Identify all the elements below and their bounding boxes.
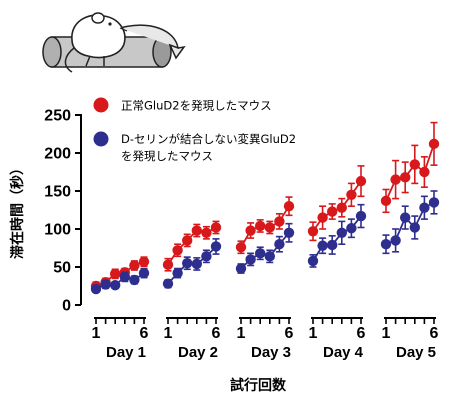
data-point — [100, 279, 111, 290]
data-point — [380, 195, 392, 207]
data-point — [317, 212, 328, 223]
data-point — [400, 172, 411, 183]
data-point — [327, 239, 338, 251]
data-point — [255, 248, 266, 259]
data-point — [307, 255, 319, 267]
x-tick-label: 1 — [164, 325, 173, 342]
day-label: Day 1 — [106, 344, 146, 361]
data-point — [255, 220, 266, 232]
day-label: Day 4 — [323, 344, 364, 361]
x-tick-label: 6 — [140, 325, 149, 342]
data-point — [419, 202, 430, 213]
y-tick-label: 50 — [53, 260, 71, 277]
y-tick-label: 200 — [44, 146, 71, 163]
data-point — [283, 227, 295, 238]
legend: 正常GluD2を発現したマウス D-セリンが結合しない変異GluD2 を発現した… — [93, 97, 300, 163]
x-tick-label: 6 — [285, 325, 294, 342]
x-tick-label: 6 — [212, 325, 221, 342]
data-point — [201, 251, 212, 262]
data-point — [274, 216, 285, 227]
data-point — [409, 222, 420, 233]
day-label: Day 2 — [178, 344, 218, 361]
data-point — [274, 239, 285, 250]
data-point — [119, 271, 130, 283]
data-point — [210, 241, 222, 252]
x-tick-label: 1 — [309, 325, 318, 342]
day-label: Day 5 — [396, 344, 436, 361]
data-point — [172, 245, 183, 256]
data-point — [346, 223, 357, 234]
y-tick-label: 250 — [44, 108, 71, 125]
data-point — [355, 175, 367, 187]
plot-area — [90, 121, 440, 295]
x-axis-title: 試行回数 — [230, 377, 287, 394]
data-point — [191, 225, 202, 236]
data-point — [317, 240, 328, 251]
data-point — [162, 278, 174, 289]
legend-item-mutant: D-セリンが結合しない変異GluD2 を発現したマウス — [93, 131, 300, 163]
data-point — [182, 258, 193, 269]
data-point — [110, 280, 121, 291]
data-point — [264, 222, 275, 233]
legend-marker-mutant — [93, 131, 109, 147]
y-axis: 0 50 100 150 200 250 — [44, 108, 82, 315]
x-tick-label: 6 — [357, 325, 366, 342]
data-point — [336, 227, 347, 238]
rotation-arrow — [119, 24, 186, 60]
data-point — [245, 225, 256, 236]
series-mutant — [90, 190, 440, 295]
data-point — [428, 138, 440, 150]
data-point — [182, 235, 193, 246]
data-point — [346, 189, 357, 200]
data-point — [191, 258, 202, 270]
data-point — [172, 267, 183, 279]
series-control — [90, 121, 440, 292]
y-tick-label: 150 — [44, 184, 71, 201]
data-point — [245, 254, 256, 265]
data-point — [400, 212, 411, 223]
data-point — [129, 274, 140, 286]
data-point — [162, 259, 174, 270]
mouse-rotarod-illustration — [42, 12, 186, 73]
day-label: Day 3 — [251, 344, 291, 361]
data-point — [138, 267, 150, 279]
y-axis-title: 滞在時間（秒） — [9, 161, 26, 259]
data-point — [336, 202, 347, 213]
data-point — [307, 226, 319, 237]
y-tick-label: 0 — [62, 298, 71, 315]
x-tick-label: 1 — [237, 325, 246, 342]
data-point — [235, 242, 247, 253]
x-tick-label: 6 — [430, 325, 439, 342]
data-point — [428, 197, 440, 208]
data-point — [110, 268, 121, 280]
mouse-figure — [64, 12, 128, 73]
data-point — [327, 206, 338, 217]
legend-item-control: 正常GluD2を発現したマウス — [93, 97, 272, 113]
legend-label-control: 正常GluD2を発現したマウス — [121, 99, 272, 113]
legend-label-mutant: D-セリンが結合しない変異GluD2 を発現したマウス — [121, 132, 300, 163]
data-point — [201, 227, 212, 238]
data-point — [235, 263, 247, 274]
data-point — [409, 159, 420, 170]
legend-marker-control — [93, 97, 109, 113]
x-tick-label: 1 — [382, 325, 391, 342]
data-point — [390, 174, 401, 185]
data-point — [380, 239, 392, 250]
data-point — [210, 222, 222, 233]
data-point — [390, 235, 401, 246]
data-point — [283, 201, 295, 212]
y-tick-label: 100 — [44, 222, 71, 239]
data-point — [129, 260, 140, 271]
x-tick-label: 1 — [92, 325, 101, 342]
data-point — [90, 283, 102, 295]
data-point — [419, 166, 430, 178]
data-point — [138, 256, 150, 267]
data-point — [355, 210, 367, 222]
data-point — [264, 251, 275, 262]
